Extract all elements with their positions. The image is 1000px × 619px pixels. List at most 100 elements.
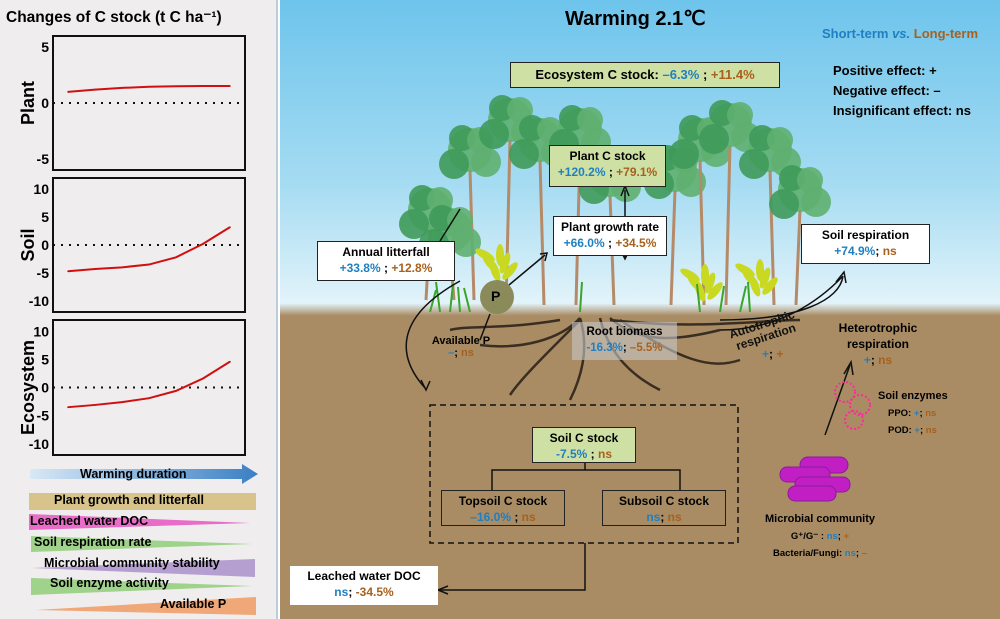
tree-canopy [509, 139, 539, 169]
tree-canopy [676, 167, 706, 197]
left-panel: Changes of C stock (t C ha⁻¹) 5 0 -5 Plant 1… [0, 0, 278, 619]
text-value: Soil enzymes [878, 390, 948, 402]
data-point [202, 377, 204, 380]
resp-wedge [31, 536, 252, 552]
text-value: PPO: [888, 408, 914, 419]
y-tick-label: 5 [41, 351, 49, 367]
shrub-leaf [502, 262, 518, 280]
data-point [94, 88, 96, 91]
tree-canopy [739, 149, 769, 179]
soil-enzyme-icon [834, 381, 871, 430]
shrub-leaf [749, 275, 761, 297]
shrub-leaf [489, 260, 501, 282]
text-value: Bacteria/Fungi: [773, 548, 845, 559]
text-value: Leached water DOC [307, 569, 421, 583]
y-axis-label: Plant [18, 81, 38, 125]
p-label: P [491, 288, 501, 304]
leached-doc-box: Leached water DOC ns; -34.5% [290, 566, 438, 605]
text-value: ; [622, 342, 630, 354]
tree-canopy [699, 124, 729, 154]
legend-shapes [29, 464, 258, 615]
enzyme-wedge [31, 578, 252, 595]
annual-litterfall-box: Annual litterfall +33.8% ; +12.8% [317, 241, 455, 281]
text-value: +33.8% [339, 261, 381, 275]
text-value: ns [598, 447, 613, 461]
data-point [148, 263, 150, 266]
text-value: Available P [431, 335, 491, 347]
text-value: Positive effect: + [833, 63, 937, 78]
tree-canopy [479, 119, 509, 149]
plant-c-stock-box: Plant C stock +120.2% ; +79.1% [549, 145, 666, 187]
text-value: -16.3% [586, 342, 623, 354]
legend-warming-duration: Warming duration [80, 467, 187, 481]
text-value: respiration [846, 337, 909, 351]
text-value: ns [461, 347, 474, 359]
topsoil-c-stock-box: Topsoil C stock –16.0% ; ns [441, 490, 565, 526]
tree-trunk [669, 189, 677, 306]
effect-legend: Positive effect: + Negative effect: – Insi… [833, 61, 971, 121]
data-point [121, 401, 123, 403]
text-value: ; [855, 548, 862, 559]
text-value: + [863, 353, 871, 367]
text-value: ; [454, 347, 461, 359]
text-value: +34.5% [615, 236, 657, 250]
diagram-title: Warming 2.1℃ [565, 8, 706, 30]
data-point [175, 390, 177, 392]
text-value: ns [521, 510, 536, 524]
data-point [121, 266, 123, 269]
text-value: +79.1% [616, 165, 658, 179]
root-biomass-box: Root biomass -16.3%; –5.5% [572, 322, 677, 360]
tree-canopy [577, 107, 603, 133]
text-value: ns [334, 585, 349, 599]
plant-growth-rate-box: Plant growth rate +66.0% ; +34.5% [553, 216, 667, 256]
y-tick-label: 10 [33, 323, 49, 339]
data-point [148, 397, 150, 399]
text-value: ; [660, 510, 668, 524]
text-value: Heterotrophic [838, 321, 918, 335]
text-value: ns [667, 510, 682, 524]
tree-trunk [724, 144, 732, 306]
text-value: ; [875, 244, 883, 258]
text-value: +66.0% [563, 236, 605, 250]
data-point [175, 85, 177, 88]
text-value: G⁺/G⁻ : [790, 531, 827, 542]
text-value: ns [882, 244, 897, 258]
text-value: ; [919, 408, 926, 419]
y-tick-label: 0 [41, 237, 49, 253]
text-value: +11.4% [710, 67, 755, 82]
forest-illustration [399, 95, 831, 306]
text-value: Soil respiration [821, 228, 910, 242]
text-value: + [776, 347, 784, 361]
data-point [229, 360, 231, 363]
shrub-leaf [704, 272, 716, 294]
text-value: ; [587, 447, 598, 461]
y-tick-label: 0 [41, 95, 49, 111]
y-tick-label: 10 [33, 181, 49, 197]
soil-bracket [491, 462, 681, 490]
text-value: +74.9% [834, 244, 876, 258]
text-value: –16.0% [470, 510, 511, 524]
autotrophic-effect: +; + [762, 347, 783, 361]
text-value: ns [826, 531, 838, 542]
y-tick-label: -5 [37, 408, 50, 424]
doc-wedge [29, 514, 250, 530]
text-value: ; [348, 585, 356, 599]
text-value: ; [919, 425, 926, 436]
text-value: ; [699, 67, 711, 82]
y-axis-label: Ecosystem [18, 340, 38, 435]
data-point [175, 256, 177, 259]
text-value: Microbial community [764, 513, 876, 525]
text-value: ns [844, 548, 856, 559]
text-value: – [861, 548, 867, 559]
heterotrophic-respiration-label: Heterotrophic respiration +; ns [833, 320, 923, 368]
text-value: +12.8% [391, 261, 433, 275]
data-point [202, 85, 204, 87]
tree-canopy [801, 187, 831, 217]
text-value: -7.5% [555, 447, 588, 461]
data-point [121, 87, 123, 89]
microbe-wedge [32, 559, 255, 577]
tree-canopy [767, 127, 793, 153]
tree-trunk [504, 139, 512, 306]
data-point [229, 85, 231, 87]
text-value: ns [878, 353, 893, 367]
